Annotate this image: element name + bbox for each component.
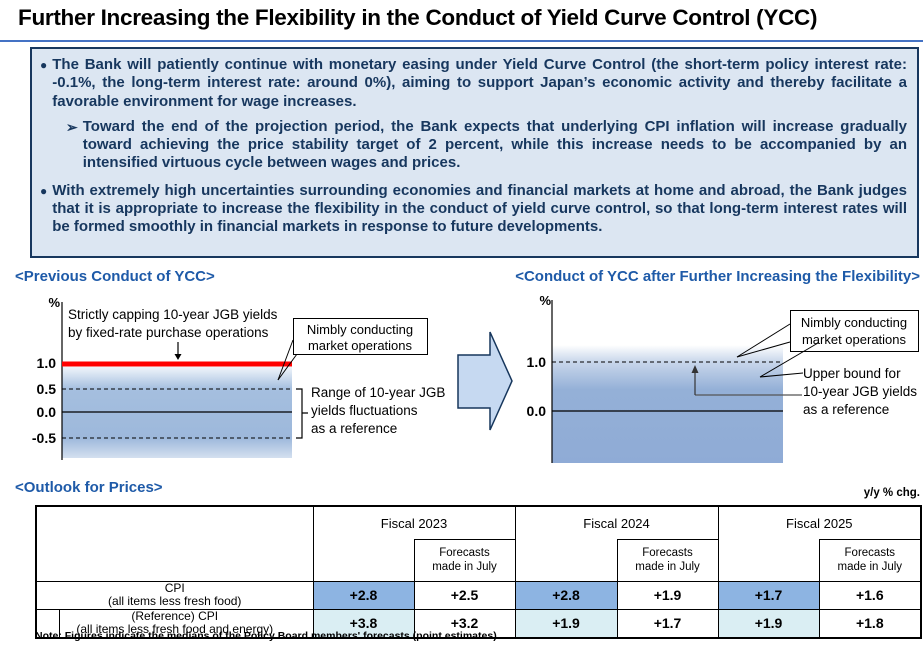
bullet-icon: ● bbox=[40, 183, 48, 198]
row-label-reference-cpi-line2: (all items less fresh food and energy) bbox=[76, 622, 274, 637]
right-chart: % 1.0 0.0 Nimbly conducting market opera… bbox=[527, 293, 919, 463]
refcpi-fy2023-july: +3.2 bbox=[413, 608, 516, 639]
down-arrowhead-icon bbox=[174, 354, 182, 360]
title-underline bbox=[0, 40, 923, 42]
left-ytick-3: 0.0 bbox=[37, 404, 57, 420]
footnote: Note: Figures indicate the medians of th… bbox=[35, 630, 500, 642]
right-ytick-2: 0.0 bbox=[527, 403, 547, 419]
cpi-fy2024-july: +1.9 bbox=[616, 581, 719, 610]
july-label-line1: Forecasts bbox=[642, 547, 693, 560]
row-label-reference-cpi-line1: (Reference) CPI bbox=[131, 608, 219, 623]
refcpi-fy2023-current: +3.8 bbox=[312, 608, 415, 639]
right-callout-pointer-1 bbox=[736, 323, 791, 358]
right-callout-box bbox=[790, 310, 919, 352]
row-label-cpi-line1: CPI bbox=[164, 581, 185, 595]
upper-bound-line2: 10-year JGB yields bbox=[803, 384, 917, 399]
left-ytick-1: 1.0 bbox=[37, 355, 57, 371]
range-note-line1: Range of 10-year JGB bbox=[311, 385, 445, 400]
right-callout-line2: market operations bbox=[802, 332, 907, 347]
cpi-fy2025-current: +1.7 bbox=[717, 581, 820, 610]
cpi-fy2024-current: +2.8 bbox=[514, 581, 618, 610]
left-chart: % 1.0 0.5 0.0 -0.5 Strictly capping 10-y… bbox=[32, 295, 445, 460]
row-label-reference-cpi: (Reference) CPI (all items less fresh fo… bbox=[35, 608, 314, 639]
row-label-cpi-line2: (all items less fresh food) bbox=[108, 594, 242, 609]
summary-sub-bullet: ➢ Toward the end of the projection perio… bbox=[66, 118, 907, 173]
row-label-cpi: CPI (all items less fresh food) bbox=[35, 581, 314, 610]
refcpi-fy2024-july: +1.7 bbox=[616, 608, 719, 639]
subcol-header-july-2023: Forecasts made in July bbox=[413, 539, 516, 582]
cpi-fy2023-july: +2.5 bbox=[413, 581, 516, 610]
transition-arrow-icon bbox=[457, 331, 513, 431]
unit-note: y/y % chg. bbox=[863, 487, 920, 499]
upper-bound-pointer-2 bbox=[759, 372, 804, 378]
right-callout-pointer-2 bbox=[736, 341, 791, 358]
july-label-line1: Forecasts bbox=[439, 547, 490, 560]
refcpi-fy2025-july: +1.8 bbox=[818, 608, 922, 639]
subcol-header-july-2024: Forecasts made in July bbox=[616, 539, 719, 582]
range-note-line2: yields fluctuations bbox=[311, 403, 418, 418]
right-unit-label: % bbox=[539, 293, 551, 308]
indent-line bbox=[59, 609, 60, 637]
col-header-fiscal-2024: Fiscal 2024 bbox=[514, 505, 719, 540]
summary-bullet-2-text: With extremely high uncertainties surrou… bbox=[52, 181, 907, 236]
july-label-line2: made in July bbox=[432, 560, 497, 573]
cap-annotation-line2: by fixed-rate purchase operations bbox=[68, 325, 269, 340]
left-unit-label: % bbox=[48, 295, 60, 310]
left-callout-box bbox=[293, 318, 428, 355]
summary-bullet-1-text: The Bank will patiently continue with mo… bbox=[52, 56, 907, 110]
col-header-fiscal-2023: Fiscal 2023 bbox=[312, 505, 516, 540]
left-callout-pointer-1 bbox=[277, 339, 294, 381]
outlook-heading: <Outlook for Prices> bbox=[15, 479, 163, 496]
refcpi-fy2024-current: +1.9 bbox=[514, 608, 618, 639]
july-label-line2: made in July bbox=[837, 560, 903, 573]
left-callout-line2: market operations bbox=[308, 338, 413, 353]
col-header-fiscal-2025: Fiscal 2025 bbox=[717, 505, 922, 540]
upper-bound-pointer-1 bbox=[759, 342, 819, 378]
arrow-bullet-icon: ➢ bbox=[66, 118, 78, 135]
right-chart-heading: <Conduct of YCC after Further Increasing… bbox=[515, 268, 920, 285]
cap-annotation-line1: Strictly capping 10-year JGB yields bbox=[68, 307, 278, 322]
left-ytick-4: -0.5 bbox=[32, 430, 56, 446]
subcol-spacer bbox=[312, 539, 414, 582]
subcol-spacer bbox=[717, 539, 820, 582]
table-corner-cell bbox=[35, 505, 314, 582]
summary-bullet-1: ● The Bank will patiently continue with … bbox=[40, 56, 907, 111]
left-callout-pointer-2 bbox=[277, 353, 298, 381]
right-reference-band bbox=[552, 345, 783, 463]
subcol-header-july-2025: Forecasts made in July bbox=[818, 539, 922, 582]
outlook-table: Fiscal 2023 Fiscal 2024 Fiscal 2025 Fore… bbox=[35, 505, 923, 639]
right-callout-line1: Nimbly conducting bbox=[801, 315, 907, 330]
subcol-spacer bbox=[514, 539, 618, 582]
upper-bound-line1: Upper bound for bbox=[803, 366, 901, 381]
left-callout-line1: Nimbly conducting bbox=[307, 322, 413, 337]
range-note-line3: as a reference bbox=[311, 421, 397, 436]
summary-sub-bullet-text: Toward the end of the projection period,… bbox=[82, 117, 907, 172]
summary-bullet-2: ● With extremely high uncertainties surr… bbox=[40, 182, 907, 237]
cpi-fy2025-july: +1.6 bbox=[818, 581, 922, 610]
refcpi-fy2025-current: +1.9 bbox=[717, 608, 820, 639]
left-ytick-2: 0.5 bbox=[37, 381, 57, 397]
upper-bound-line3: as a reference bbox=[803, 402, 889, 417]
cpi-fy2023-current: +2.8 bbox=[312, 581, 415, 610]
bullet-icon: ● bbox=[40, 58, 48, 72]
up-arrowhead-icon bbox=[691, 365, 699, 373]
july-label-line1: Forecasts bbox=[844, 547, 896, 560]
left-chart-heading: <Previous Conduct of YCC> bbox=[15, 268, 215, 285]
july-label-line2: made in July bbox=[635, 560, 700, 573]
range-bracket-icon bbox=[296, 388, 308, 439]
ycc-charts: % 1.0 0.5 0.0 -0.5 Strictly capping 10-y… bbox=[32, 293, 919, 463]
right-ytick-1: 1.0 bbox=[527, 354, 547, 370]
summary-box: ● The Bank will patiently continue with … bbox=[30, 47, 919, 258]
page-title: Further Increasing the Flexibility in th… bbox=[18, 5, 818, 30]
